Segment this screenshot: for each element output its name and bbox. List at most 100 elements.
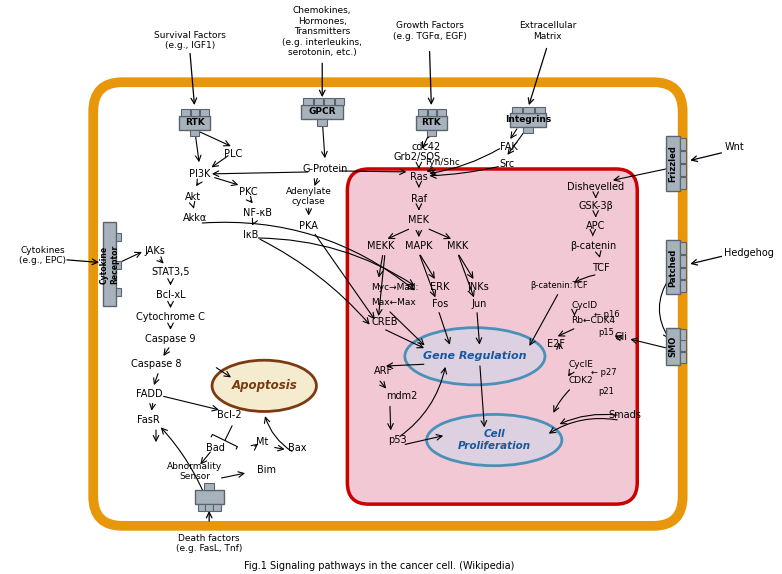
Text: Frizzled: Frizzled — [669, 146, 677, 183]
Text: Dishevelled: Dishevelled — [567, 182, 624, 192]
Bar — [325, 98, 334, 105]
Bar — [510, 113, 547, 127]
Bar — [680, 164, 686, 176]
Bar — [666, 328, 680, 365]
Bar — [523, 107, 534, 113]
Bar — [301, 105, 343, 119]
Text: FADD: FADD — [136, 389, 163, 399]
Bar — [117, 233, 121, 241]
Bar — [190, 130, 199, 137]
Text: ERK: ERK — [430, 282, 450, 292]
Bar — [303, 98, 313, 105]
Text: PLC: PLC — [224, 149, 242, 159]
Text: FAK: FAK — [500, 142, 518, 152]
Text: Caspase 9: Caspase 9 — [145, 333, 196, 343]
FancyBboxPatch shape — [347, 169, 637, 504]
Text: Jun: Jun — [471, 299, 486, 309]
Text: Akkα: Akkα — [182, 214, 206, 223]
Text: cdc42: cdc42 — [412, 142, 441, 152]
Text: Growth Factors
(e.g. TGFα, EGF): Growth Factors (e.g. TGFα, EGF) — [393, 21, 466, 41]
Text: CREB: CREB — [371, 317, 398, 327]
Bar — [680, 329, 686, 339]
Text: MEK: MEK — [408, 215, 429, 225]
Bar — [511, 107, 522, 113]
Bar — [680, 352, 686, 363]
Text: STAT3,5: STAT3,5 — [151, 267, 190, 277]
Text: ← p16: ← p16 — [594, 311, 619, 319]
Bar — [314, 98, 323, 105]
Text: SMO: SMO — [669, 336, 677, 357]
Text: JAKs: JAKs — [145, 246, 166, 256]
Text: Bad: Bad — [206, 443, 225, 453]
Text: MAPK: MAPK — [405, 241, 432, 251]
Bar — [427, 130, 436, 137]
Bar — [117, 288, 121, 296]
FancyBboxPatch shape — [93, 82, 683, 526]
Text: PKC: PKC — [239, 187, 258, 197]
Text: p21: p21 — [598, 387, 615, 396]
Text: Src: Src — [499, 159, 515, 169]
Text: Cytokines
(e.g., EPC): Cytokines (e.g., EPC) — [20, 246, 66, 265]
Bar — [198, 504, 206, 511]
Bar — [680, 267, 686, 280]
Text: Raf: Raf — [411, 193, 427, 204]
Text: Fig.1 Signaling pathways in the cancer cell. (Wikipedia): Fig.1 Signaling pathways in the cancer c… — [244, 561, 515, 571]
Bar — [335, 98, 344, 105]
Bar — [191, 109, 199, 116]
Bar — [213, 504, 221, 511]
Text: Survival Factors
(e.g., IGF1): Survival Factors (e.g., IGF1) — [154, 31, 226, 51]
Text: Bcl-xL: Bcl-xL — [156, 290, 185, 300]
Bar — [195, 490, 224, 504]
Text: p15: p15 — [598, 328, 615, 337]
Text: PKA: PKA — [300, 221, 318, 231]
Text: Akt: Akt — [185, 192, 201, 201]
Text: Max←Max: Max←Max — [371, 297, 416, 307]
Text: Patched: Patched — [669, 249, 677, 287]
Text: Chemokines,
Hormones,
Transmitters
(e.g. interleukins,
serotonin, etc.): Chemokines, Hormones, Transmitters (e.g.… — [282, 6, 362, 57]
Text: Adenylate
cyclase: Adenylate cyclase — [285, 187, 332, 206]
Bar — [680, 177, 686, 189]
Bar — [535, 107, 546, 113]
Text: Fos: Fos — [432, 299, 448, 309]
Text: Bim: Bim — [257, 464, 277, 475]
Text: ← p27: ← p27 — [591, 367, 616, 377]
Bar — [680, 138, 686, 150]
Text: IκB: IκB — [243, 230, 258, 240]
Text: mdm2: mdm2 — [386, 391, 418, 401]
Bar — [428, 109, 436, 116]
Text: Cytochrome C: Cytochrome C — [136, 312, 205, 322]
Bar — [103, 222, 117, 306]
Text: ARF: ARF — [374, 366, 393, 376]
Bar — [680, 280, 686, 292]
Text: Rb←CDK4: Rb←CDK4 — [572, 316, 615, 325]
Bar — [418, 109, 427, 116]
Text: Smads: Smads — [608, 410, 641, 420]
Bar — [179, 116, 210, 130]
Text: Abnormality
Sensor: Abnormality Sensor — [167, 462, 222, 482]
Text: JNKs: JNKs — [468, 282, 490, 292]
Text: GSK-3β: GSK-3β — [578, 201, 613, 211]
Ellipse shape — [427, 414, 562, 466]
Bar — [317, 119, 327, 126]
Text: Cytokine
Receptor: Cytokine Receptor — [100, 245, 120, 284]
Text: CyclD: CyclD — [572, 301, 597, 309]
Text: G-Protein: G-Protein — [303, 164, 348, 174]
Text: NF-κB: NF-κB — [243, 208, 272, 218]
Text: RTK: RTK — [421, 118, 441, 127]
Bar — [416, 116, 447, 130]
Text: Death factors
(e.g. FasL, Tnf): Death factors (e.g. FasL, Tnf) — [176, 534, 242, 553]
Text: Extracellular
Matrix: Extracellular Matrix — [518, 21, 576, 41]
Bar — [206, 504, 213, 511]
Text: Mt: Mt — [256, 437, 268, 447]
Bar — [523, 127, 533, 134]
Text: Caspase 8: Caspase 8 — [131, 359, 181, 369]
Text: β-catenin: β-catenin — [569, 241, 616, 251]
Text: RTK: RTK — [185, 118, 205, 127]
Text: PI3K: PI3K — [188, 169, 210, 179]
Ellipse shape — [212, 360, 317, 412]
Text: Bax: Bax — [288, 443, 307, 453]
Text: Myc→Mad:: Myc→Mad: — [371, 283, 419, 292]
Bar — [181, 109, 190, 116]
Bar — [680, 255, 686, 266]
Text: Cell
Proliferation: Cell Proliferation — [457, 429, 531, 451]
